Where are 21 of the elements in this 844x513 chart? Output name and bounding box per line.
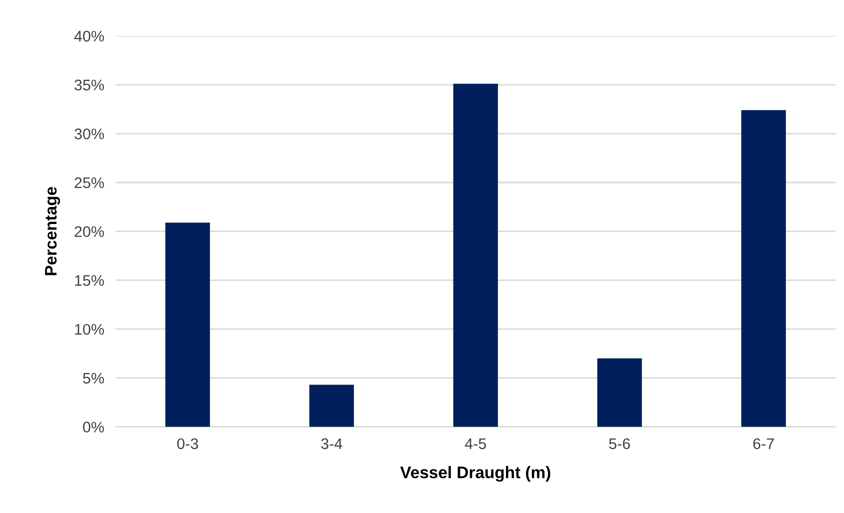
y-tick-label: 10%	[75, 324, 104, 335]
y-tick-label: 20%	[74, 226, 104, 238]
bar	[741, 110, 786, 427]
x-tick-label: 5-6	[609, 438, 630, 450]
y-tick-label: 15%	[75, 275, 104, 286]
x-tick-label: 6-7	[753, 438, 774, 450]
y-axis-title: Percentage	[45, 187, 60, 276]
y-tick-label: 25%	[74, 177, 104, 188]
x-tick-label: 4-5	[464, 438, 486, 450]
x-tick-label: 0-3	[177, 438, 198, 450]
x-axis-title: Vessel Draught (m)	[400, 466, 550, 482]
y-tick-label: 30%	[74, 128, 104, 140]
y-tick-label: 35%	[74, 80, 104, 90]
bar	[597, 358, 642, 427]
y-tick-label: 0%	[83, 422, 104, 432]
bar	[165, 222, 210, 427]
y-tick-label: 5%	[83, 372, 104, 384]
bar	[453, 84, 498, 427]
x-tick-label: 3-4	[321, 438, 342, 450]
bar	[309, 384, 354, 427]
y-tick-label: 40%	[74, 30, 104, 42]
